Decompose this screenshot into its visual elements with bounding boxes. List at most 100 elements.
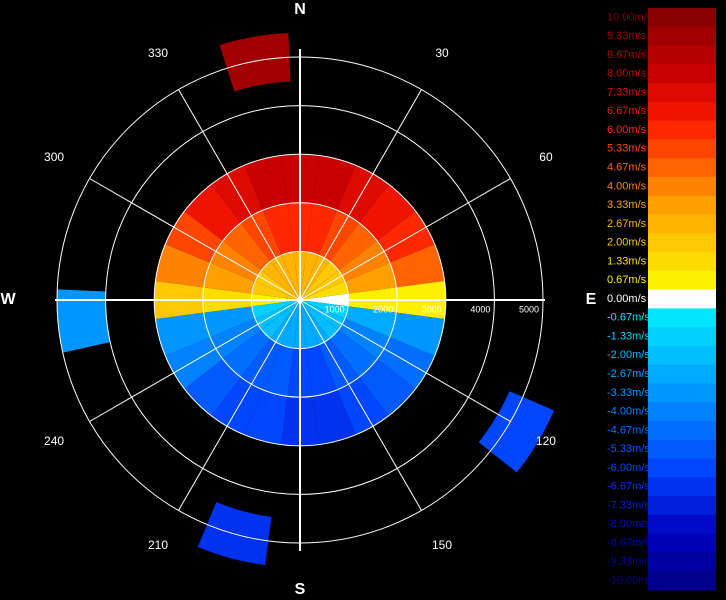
colorbar-label: -6.00m/s xyxy=(607,462,650,474)
colorbar-label: -5.33m/s xyxy=(607,443,650,455)
azimuth-spoke xyxy=(89,178,301,301)
echo-cell xyxy=(244,389,288,445)
colorbar-swatch xyxy=(648,289,716,309)
range-tick-label: 3000 xyxy=(422,304,442,314)
colorbar-label: -0.67m/s xyxy=(607,312,650,324)
echo-cell xyxy=(261,300,300,339)
echo-layer xyxy=(57,32,555,566)
range-tick-label: 5000 xyxy=(519,304,539,314)
echo-cell xyxy=(262,344,294,397)
echo-cell xyxy=(300,251,319,300)
compass-label: E xyxy=(586,291,597,308)
azimuth-label: 150 xyxy=(432,538,452,552)
echo-cell xyxy=(211,377,263,435)
echo-cell xyxy=(251,300,300,319)
colorbar-swatch xyxy=(648,64,716,84)
colorbar-label: -4.00m/s xyxy=(607,406,650,418)
echo-cell xyxy=(210,240,262,282)
colorbar-label: 4.00m/s xyxy=(607,180,647,192)
range-tick-label: 1000 xyxy=(325,304,345,314)
colorbar-label: -1.33m/s xyxy=(607,330,650,342)
colorbar-label: 0.00m/s xyxy=(607,293,647,305)
colorbar-swatch xyxy=(648,327,716,347)
colorbar-swatch xyxy=(648,477,716,497)
range-tick-label: 2000 xyxy=(373,304,393,314)
echo-cell xyxy=(240,210,282,262)
azimuth-label: 30 xyxy=(435,46,449,60)
colorbar-swatch xyxy=(648,158,716,178)
echo-cell xyxy=(359,359,416,416)
echo-cell xyxy=(344,306,397,338)
colorbar-label: 8.67m/s xyxy=(607,49,647,61)
echo-cell xyxy=(337,377,389,435)
colorbar-swatch xyxy=(648,101,716,122)
colorbar-label: 2.67m/s xyxy=(607,218,647,230)
azimuth-spoke xyxy=(299,299,422,511)
colorbar-swatch xyxy=(648,571,716,591)
colorbar-label: 1.33m/s xyxy=(607,255,647,267)
echo-cell xyxy=(300,270,345,300)
echo-cell xyxy=(338,318,390,360)
colorbar: 10.00m/s 9.33m/s 8.67m/s 8.00m/s 7.33m/s 6.67… xyxy=(607,8,716,591)
colorbar-label: -2.00m/s xyxy=(607,349,650,361)
echo-cell xyxy=(165,337,223,389)
colorbar-label: -9.33m/s xyxy=(607,556,650,568)
colorbar-swatch xyxy=(648,496,716,516)
colorbar-swatch xyxy=(648,533,716,553)
colorbar-label: 8.00m/s xyxy=(607,68,647,80)
colorbar-swatch xyxy=(648,176,716,197)
echo-cell xyxy=(306,203,338,256)
range-tick-label: 4000 xyxy=(470,304,490,314)
echo-cell xyxy=(281,251,300,300)
echo-cell xyxy=(219,32,291,92)
colorbar-swatch xyxy=(648,383,716,403)
colorbar-swatch xyxy=(648,364,716,384)
echo-cell xyxy=(389,244,445,288)
colorbar-swatch xyxy=(648,308,716,328)
colorbar-swatch xyxy=(648,45,716,65)
colorbar-label: 7.33m/s xyxy=(607,86,647,98)
azimuth-label: 120 xyxy=(536,434,556,448)
colorbar-label: 5.33m/s xyxy=(607,143,647,155)
azimuth-label: 210 xyxy=(148,538,168,552)
echo-cell xyxy=(300,300,339,339)
echo-cell xyxy=(57,289,111,353)
echo-cell xyxy=(389,312,445,356)
colorbar-label: -8.00m/s xyxy=(607,518,650,530)
echo-cell xyxy=(306,344,338,397)
colorbar-swatch xyxy=(648,458,716,478)
azimuth-label: 300 xyxy=(44,150,64,164)
colorbar-swatch xyxy=(648,552,716,572)
echo-cell xyxy=(318,338,360,390)
echo-cell xyxy=(377,337,435,389)
echo-cell xyxy=(203,306,256,338)
echo-cell xyxy=(329,329,378,378)
echo-cell xyxy=(155,244,211,288)
azimuth-label: 330 xyxy=(148,46,168,60)
colorbar-label: -2.67m/s xyxy=(607,368,650,380)
colorbar-label: 10.00m/s xyxy=(607,11,653,23)
colorbar-swatch xyxy=(648,120,716,140)
echo-cell xyxy=(165,211,223,263)
colorbar-swatch xyxy=(648,402,716,422)
colorbar-label: -6.67m/s xyxy=(607,481,650,493)
echo-cell xyxy=(300,300,330,345)
echo-cell xyxy=(338,240,390,282)
azimuth-label: 240 xyxy=(44,434,64,448)
echo-cell xyxy=(329,222,378,271)
echo-cell xyxy=(255,300,300,330)
colorbar-label: 3.33m/s xyxy=(607,199,647,211)
echo-cell xyxy=(281,300,300,349)
colorbar-swatch xyxy=(648,8,716,28)
colorbar-label: 6.67m/s xyxy=(607,105,647,117)
azimuth-label: 60 xyxy=(539,150,553,164)
echo-cell xyxy=(197,502,272,566)
colorbar-swatch xyxy=(648,345,716,366)
compass-label: N xyxy=(294,1,306,18)
echo-cell xyxy=(203,262,256,294)
colorbar-label: -4.67m/s xyxy=(607,424,650,436)
colorbar-label: -10.00m/s xyxy=(607,575,656,587)
echo-cell xyxy=(222,329,271,378)
